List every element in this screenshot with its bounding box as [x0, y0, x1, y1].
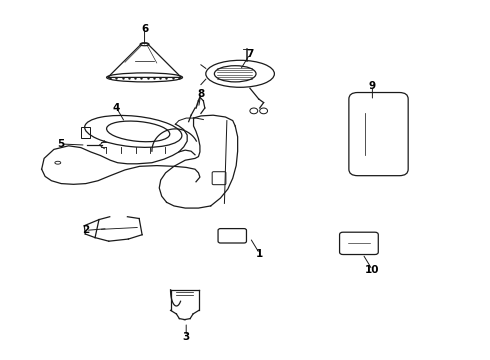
Text: 2: 2 [82, 225, 89, 235]
Text: 3: 3 [183, 332, 190, 342]
Text: 7: 7 [246, 49, 254, 59]
Text: 1: 1 [256, 249, 263, 259]
Text: 9: 9 [369, 81, 376, 91]
Text: 8: 8 [197, 89, 204, 99]
Text: 6: 6 [141, 24, 148, 34]
Text: 5: 5 [58, 139, 65, 149]
Text: 4: 4 [113, 103, 121, 113]
Text: 10: 10 [365, 265, 380, 275]
